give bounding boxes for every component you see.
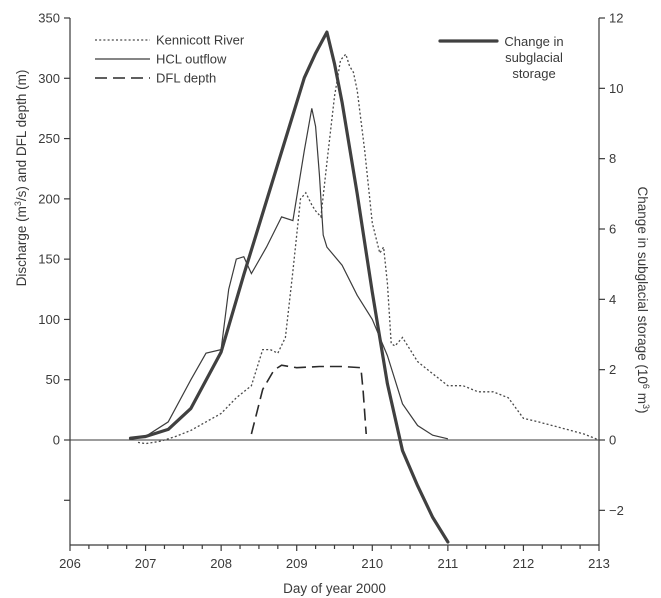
y-right-tick-label: −2 bbox=[609, 503, 624, 518]
x-tick-label: 212 bbox=[513, 556, 535, 571]
y-right-tick-label: 2 bbox=[609, 362, 616, 377]
axes: 0 50 100 150 200 250 300 350 −2 0 2 4 6 8 10 12 206 207 20… bbox=[38, 11, 624, 572]
legend-label: Change in subglacial storage bbox=[504, 34, 563, 81]
series-line-dfl-depth bbox=[250, 364, 367, 435]
x-tick-label: 206 bbox=[59, 556, 81, 571]
y-right-tick-label: 12 bbox=[609, 11, 623, 26]
y-left-tick-label: 350 bbox=[38, 11, 60, 26]
series-line-hcl-outflow bbox=[130, 108, 449, 440]
y-right-tick-label: 10 bbox=[609, 81, 623, 96]
x-tick-label: 210 bbox=[361, 556, 383, 571]
x-tick-label: 213 bbox=[588, 556, 610, 571]
y-left-tick-label: 0 bbox=[53, 433, 60, 448]
legend-label: HCL outflow bbox=[156, 52, 227, 67]
legend-right: Change in subglacial storage bbox=[438, 34, 564, 81]
x-tick-label: 211 bbox=[437, 556, 458, 571]
series-layer bbox=[128, 30, 600, 544]
y-right-tick-label: 4 bbox=[609, 292, 616, 307]
y-left-tick-label: 50 bbox=[46, 372, 60, 387]
y-right-tick-label: 6 bbox=[609, 222, 616, 237]
y-left-tick-label: 100 bbox=[38, 312, 60, 327]
legend-label: DFL depth bbox=[156, 71, 216, 86]
y-right-tick-label: 0 bbox=[609, 433, 616, 448]
series-line-change-in-subglacial-storage bbox=[128, 30, 450, 544]
y-right-tick-label: 8 bbox=[609, 151, 616, 166]
series-line-kennicott-river bbox=[137, 52, 600, 445]
y-left-tick-label: 250 bbox=[38, 131, 60, 146]
y-left-tick-label: 150 bbox=[38, 252, 60, 267]
legend-left: Kennicott River HCL outflow DFL depth bbox=[95, 33, 245, 86]
x-axis-title: Day of year 2000 bbox=[283, 581, 386, 596]
y-left-tick-label: 200 bbox=[38, 191, 60, 206]
x-tick-label: 207 bbox=[135, 556, 157, 571]
y-right-axis-title: Change in subglacial storage (106 m3) bbox=[635, 187, 651, 414]
legend-label: Kennicott River bbox=[156, 33, 245, 48]
x-tick-label: 209 bbox=[286, 556, 308, 571]
y-left-tick-label: 300 bbox=[38, 71, 60, 86]
x-tick-label: 208 bbox=[210, 556, 232, 571]
y-left-axis-title: Discharge (m3/s) and DFL depth (m) bbox=[13, 70, 29, 287]
